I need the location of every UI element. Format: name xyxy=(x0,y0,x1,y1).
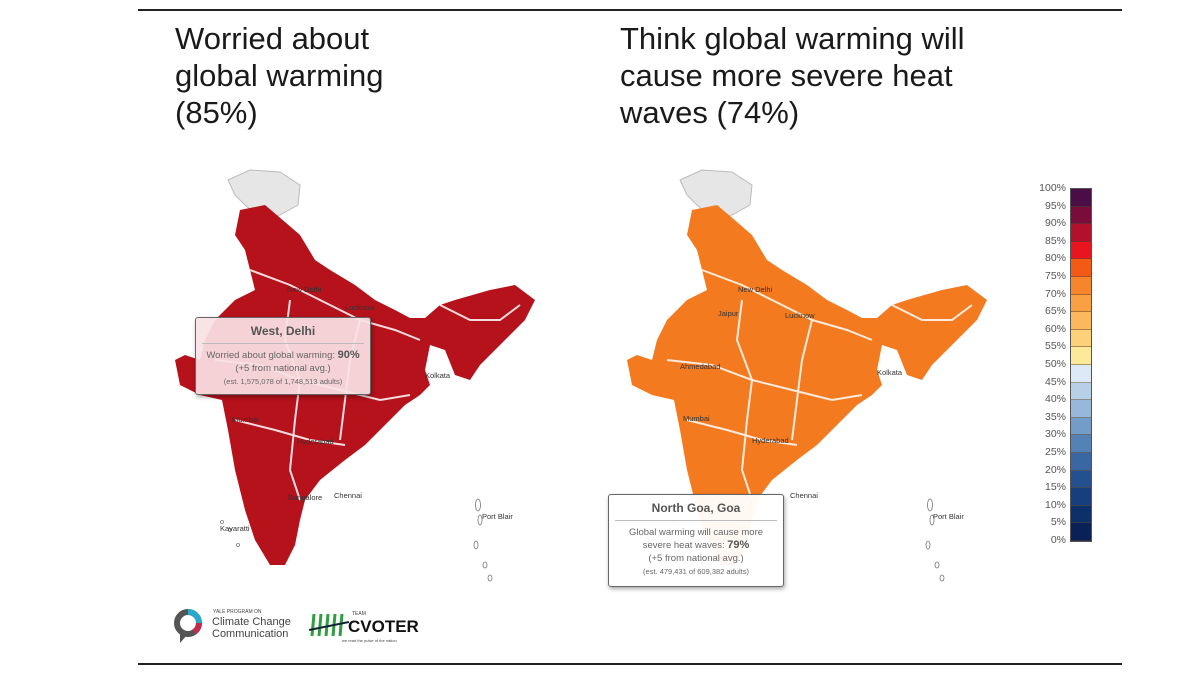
legend-label: 70% xyxy=(1044,287,1066,300)
legend-swatch xyxy=(1071,452,1091,471)
right-city-labels: New Delhi Jaipur Lucknow Ahmedabad Kolka… xyxy=(680,285,964,521)
city-label: Jaipur xyxy=(718,309,739,318)
legend-label: 80% xyxy=(1044,252,1066,265)
legend-swatch xyxy=(1071,224,1091,242)
right-tooltip: North Goa, Goa Global warming will cause… xyxy=(608,494,784,587)
legend-label: 0% xyxy=(1050,534,1066,546)
city-label: Bangalore xyxy=(288,493,322,502)
top-rule xyxy=(138,9,1122,11)
legend-swatch xyxy=(1071,312,1091,330)
legend-label: 50% xyxy=(1044,358,1066,370)
title-line: cause more severe heat xyxy=(620,58,953,93)
tooltip-heading: North Goa, Goa xyxy=(615,499,777,521)
cvoter-tagline: we read the pulse of the nation xyxy=(342,638,397,643)
city-label: Hyderabad xyxy=(752,436,789,445)
legend-swatch xyxy=(1071,488,1091,506)
city-label: Lucknow xyxy=(785,311,815,320)
tooltip-estimate: (est. 479,431 of 609,382 adults) xyxy=(643,567,749,576)
legend-swatch xyxy=(1071,400,1091,418)
legend-swatch xyxy=(1071,206,1091,225)
legend-label: 85% xyxy=(1044,234,1066,247)
city-label: Hyderabad xyxy=(297,437,334,446)
legend-swatch xyxy=(1071,523,1091,541)
legend-label: 75% xyxy=(1044,270,1066,282)
legend-swatch xyxy=(1071,417,1091,436)
yale-small-text: YALE PROGRAM ON xyxy=(213,609,262,615)
legend-label: 90% xyxy=(1044,217,1066,230)
legend-label: 20% xyxy=(1044,463,1066,476)
city-label: Chennai xyxy=(334,491,362,500)
tooltip-value: 79% xyxy=(727,539,750,551)
legend-label: 10% xyxy=(1044,498,1066,511)
legend-swatch xyxy=(1071,259,1091,277)
legend-label: 35% xyxy=(1044,410,1066,423)
city-label: Port Blair xyxy=(933,512,964,521)
legend-label: 40% xyxy=(1044,393,1066,406)
legend-label: 15% xyxy=(1044,481,1066,494)
legend-swatch xyxy=(1071,364,1091,383)
yale-text: Communication xyxy=(212,628,289,640)
city-label: Kavaratti xyxy=(220,524,250,533)
legend-swatch xyxy=(1071,241,1091,260)
city-label: Port Blair xyxy=(482,512,513,521)
tooltip-estimate: (est. 1,575,078 of 1,748,513 adults) xyxy=(223,377,343,386)
legend-swatch xyxy=(1071,347,1091,365)
city-label: Mumbai xyxy=(683,414,710,423)
city-label: Kolkata xyxy=(425,371,451,380)
legend-label: 65% xyxy=(1044,305,1066,318)
city-label: Mumbai xyxy=(232,415,259,424)
yale-text: Climate Change xyxy=(212,616,291,628)
city-label: Chennai xyxy=(790,491,818,500)
legend-swatch xyxy=(1071,435,1091,453)
city-label: Kolkata xyxy=(877,368,903,377)
legend-label: 5% xyxy=(1050,516,1066,529)
tooltip-value: 90% xyxy=(337,349,360,361)
tooltip-label: Global warming will cause more severe he… xyxy=(628,527,764,551)
city-label: New Delhi xyxy=(287,285,322,294)
color-legend-bar xyxy=(1070,188,1092,542)
city-label: Lucknow xyxy=(345,303,375,312)
legend-label: 30% xyxy=(1044,428,1066,441)
cvoter-small-text: TEAM xyxy=(352,611,366,617)
title-line: Think global warming will xyxy=(620,21,965,56)
left-city-labels: New Delhi Lucknow Kolkata Mumbai Hyderab… xyxy=(220,285,513,533)
bottom-rule xyxy=(138,663,1122,665)
city-label: New Delhi xyxy=(738,285,773,294)
legend-swatch xyxy=(1071,276,1091,295)
left-tooltip: West, Delhi Worried about global warming… xyxy=(195,317,371,395)
tooltip-heading: West, Delhi xyxy=(202,322,364,344)
legend-label: 60% xyxy=(1044,322,1066,335)
title-line: waves (74%) xyxy=(620,95,800,130)
tooltip-label: Worried about global warming: xyxy=(206,350,338,361)
tooltip-diff: (+5 from national avg.) xyxy=(648,553,744,564)
legend-swatch xyxy=(1071,189,1091,207)
legend-swatch xyxy=(1071,505,1091,524)
yale-speech-bubble-icon xyxy=(174,609,202,643)
legend-label: 55% xyxy=(1044,340,1066,353)
legend-label: 100% xyxy=(1039,182,1066,194)
legend-swatch xyxy=(1071,382,1091,401)
legend-label: 45% xyxy=(1044,375,1066,388)
title-line: global warming xyxy=(175,58,384,93)
cvoter-stripes-icon xyxy=(309,613,349,637)
cvoter-text: CVOTER xyxy=(348,617,419,636)
right-title: Think global warming will cause more sev… xyxy=(620,20,1040,131)
legend-swatch xyxy=(1071,329,1091,348)
tooltip-diff: (+5 from national avg.) xyxy=(235,363,331,374)
city-label: Ahmedabad xyxy=(680,362,720,371)
legend-label: 95% xyxy=(1044,199,1066,212)
title-line: (85%) xyxy=(175,95,258,130)
left-title: Worried about global warming (85%) xyxy=(175,20,575,131)
tooltip-metric: Global warming will cause more severe he… xyxy=(615,526,777,552)
legend-label: 25% xyxy=(1044,446,1066,458)
legend-swatch xyxy=(1071,470,1091,489)
title-line: Worried about xyxy=(175,21,370,56)
tooltip-metric: Worried about global warming: 90% xyxy=(202,349,364,362)
legend-swatch xyxy=(1071,294,1091,313)
